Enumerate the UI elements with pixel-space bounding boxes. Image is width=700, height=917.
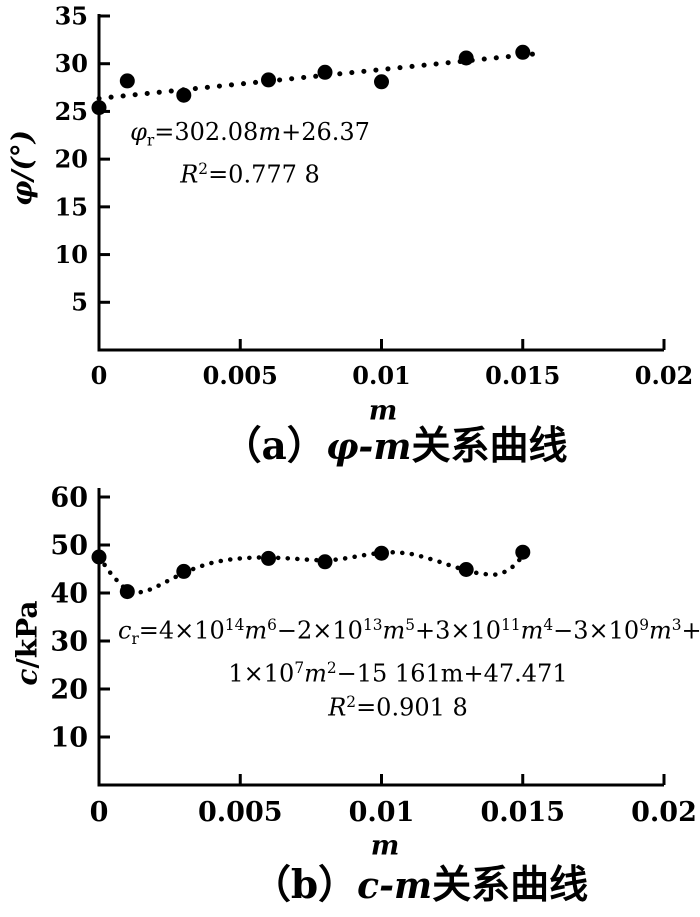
- y-axis-title-b: c/kPa: [10, 600, 44, 686]
- data-point: [515, 544, 531, 560]
- y-tick-label: 25: [55, 97, 88, 126]
- data-point: [458, 50, 474, 66]
- fit-equation-b: cr=4×1014m6−2×1013m5+3×1011m4−3×109m3+ 1…: [118, 611, 700, 723]
- fit-equation-a: φr=302.08m+26.37 R2=0.777 8: [92, 118, 408, 190]
- caption-panel-a: （a）φ-m关系曲线: [223, 424, 568, 469]
- y-tick-label: 20: [50, 674, 88, 705]
- y-tick-label: 40: [50, 578, 88, 609]
- data-point: [119, 584, 135, 600]
- y-tick-label: 10: [50, 722, 88, 753]
- equation-a-line: φr=302.08m+26.37: [130, 118, 370, 150]
- data-point: [458, 562, 474, 577]
- data-point: [317, 554, 333, 570]
- x-tick-label: 0.01: [352, 361, 410, 390]
- y-tick-label: 5: [71, 288, 88, 317]
- y-tick-label: 30: [50, 626, 88, 657]
- caption-b-suffix: 关系曲线: [432, 862, 589, 908]
- caption-a-formula: φ-m: [325, 426, 412, 468]
- caption-a-index: （a）: [222, 423, 326, 469]
- caption-b-index: （b）: [251, 862, 358, 908]
- y-tick-label: 35: [55, 1, 88, 30]
- x-tick-label: 0.02: [635, 361, 693, 390]
- x-tick-label: 0: [91, 361, 108, 390]
- data-point: [119, 73, 135, 89]
- data-point: [176, 563, 192, 579]
- y-tick-label: 15: [55, 192, 88, 221]
- data-point: [515, 44, 531, 60]
- data-point: [374, 74, 389, 90]
- caption-b-formula: c-m: [357, 865, 433, 907]
- y-tick-label: 50: [50, 530, 88, 561]
- equation-b-line1: cr=4×1014m6−2×1013m5+3×1011m4−3×109m3+: [118, 616, 700, 648]
- x-tick-label: 0: [90, 797, 109, 828]
- data-point: [317, 64, 333, 80]
- y-tick-label: 10: [55, 240, 88, 269]
- y-tick-label: 20: [55, 145, 88, 174]
- y-tick-label: 30: [55, 49, 88, 78]
- data-point: [261, 72, 276, 88]
- data-point: [261, 550, 276, 566]
- x-axis-title-b: m: [370, 830, 400, 862]
- x-tick-label: 0.005: [198, 797, 283, 828]
- x-axis-title-a: m: [368, 395, 398, 427]
- x-tick-label: 0.02: [631, 797, 697, 828]
- r-squared-a: R2=0.777 8: [180, 160, 320, 189]
- chart-b-c-vs-m: 0 0.005 0.01 0.015 0.02 10 20 30 40 50 60: [50, 482, 696, 828]
- y-tick-label: 60: [50, 482, 88, 513]
- y-axis-title-a: φ/(°): [5, 129, 39, 207]
- data-point: [176, 87, 192, 103]
- caption-a-suffix: 关系曲线: [411, 423, 568, 469]
- data-point: [91, 100, 107, 116]
- data-point: [91, 549, 107, 565]
- x-tick-label: 0.015: [480, 797, 565, 828]
- chart-a-phi-vs-m: 0 0.005 0.01 0.015 0.02 5 10 15 20 25 30 35: [55, 1, 694, 390]
- x-tick-label: 0.015: [485, 361, 560, 390]
- caption-panel-b: （b）c-m关系曲线: [252, 863, 588, 908]
- x-tick-label: 0.01: [349, 797, 415, 828]
- equation-b-line2: 1×107m2−15 161m+47.471: [228, 658, 568, 688]
- data-point: [374, 545, 389, 561]
- r-squared-b: R2=0.901 8: [328, 693, 468, 722]
- x-tick-label: 0.005: [203, 361, 278, 390]
